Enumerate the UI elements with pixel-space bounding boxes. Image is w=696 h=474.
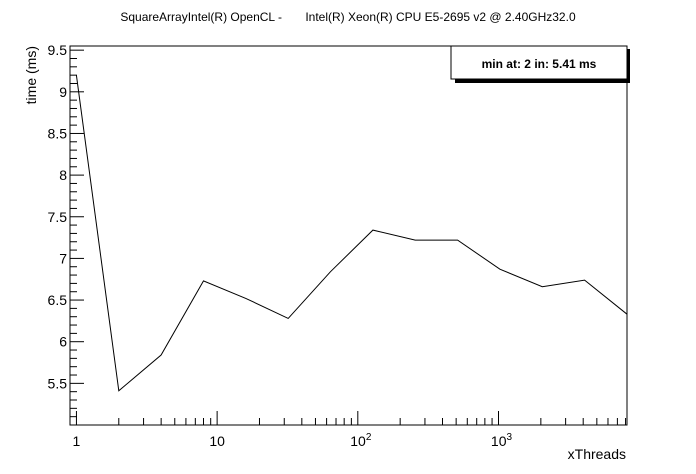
plot-frame bbox=[69, 45, 628, 426]
y-tick-label: 6 bbox=[59, 334, 67, 350]
series-line bbox=[75, 75, 628, 392]
x-tick-label: 10 bbox=[209, 433, 225, 449]
series-layer bbox=[75, 75, 628, 392]
y-tick-label: 6.5 bbox=[48, 292, 68, 308]
y-tick-label: 7.5 bbox=[48, 209, 68, 225]
x-axis-label: xThreads bbox=[568, 446, 626, 462]
legend-frame bbox=[450, 45, 628, 80]
y-axis: 5.5 6 6.5 7 7.5 8 8.5 9 9.5 bbox=[48, 42, 84, 426]
y-tick-label: 9 bbox=[59, 84, 67, 100]
legend-text: min at: 2 in: 5.41 ms bbox=[482, 57, 597, 71]
chart-title: SquareArrayIntel(R) OpenCL - Intel(R) Xe… bbox=[120, 10, 576, 24]
y-tick-label: 9.5 bbox=[48, 42, 68, 58]
x-tick-label: 1 bbox=[73, 433, 81, 449]
x-axis: 1 10 102 103 bbox=[73, 411, 627, 449]
x-tick-label: 103 bbox=[491, 432, 513, 449]
y-tick-label: 8.5 bbox=[48, 125, 68, 141]
y-tick-label: 5.5 bbox=[48, 375, 68, 391]
x-tick-label: 102 bbox=[350, 432, 372, 449]
y-tick-label: 8 bbox=[59, 167, 67, 183]
y-axis-label: time (ms) bbox=[23, 46, 39, 104]
legend-box: min at: 2 in: 5.41 ms bbox=[450, 45, 630, 83]
y-tick-label: 7 bbox=[59, 250, 67, 266]
